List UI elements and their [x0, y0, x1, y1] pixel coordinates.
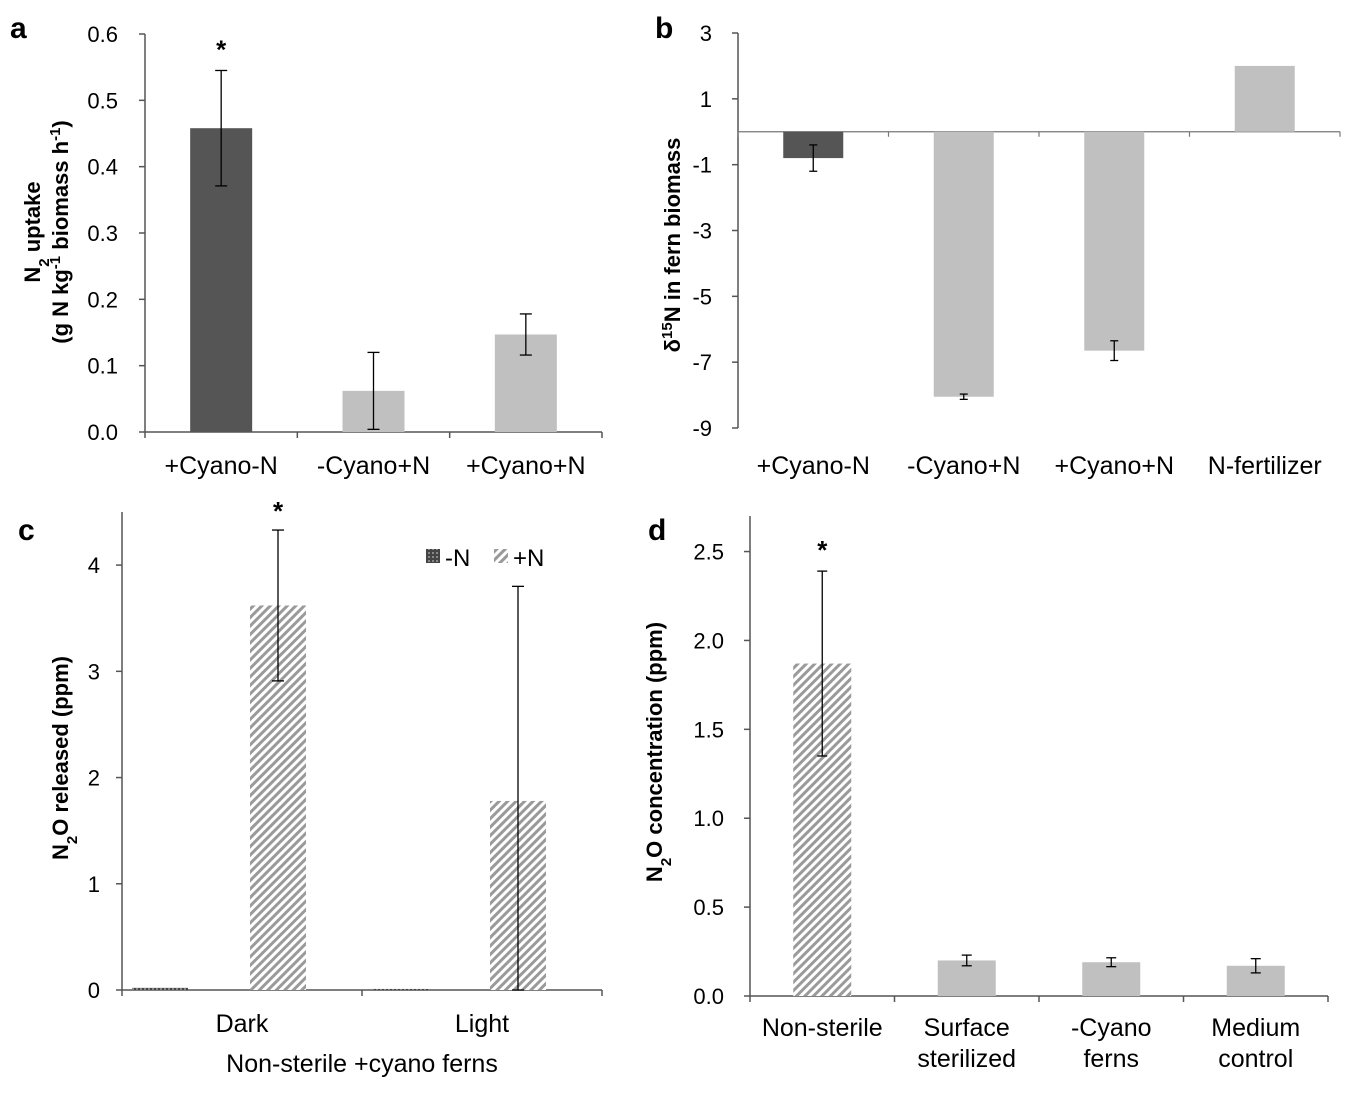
- d-y-tick-label: 1.5: [693, 717, 724, 742]
- a-y-tick-label: 0.1: [87, 354, 118, 379]
- b-category-label: N-fertilizer: [1208, 452, 1322, 480]
- a-category-label: -Cyano+N: [317, 452, 430, 480]
- panel-c-xlabel: Non-sterile +cyano ferns: [226, 1050, 498, 1078]
- panel-a-ylabel-line2: (g N kg-1 biomass h-1): [47, 120, 74, 344]
- panel-d-chart: N2O concentration (ppm) 0.0 0.5 1.0 1.5 2.0 2…: [642, 516, 1329, 1073]
- a-y-tick-label: 0.0: [87, 420, 118, 445]
- a-y-tick-label: 0.4: [87, 155, 118, 180]
- b-y-tick-label: -7: [692, 350, 712, 375]
- c-bar-minus-n: [372, 988, 428, 991]
- legend-label-minus-n: -N: [445, 545, 470, 572]
- legend-swatch-minus-n: [426, 549, 440, 563]
- panel-c-legend: -N +N: [426, 545, 544, 572]
- b-y-tick-label: -1: [692, 153, 712, 178]
- panel-c-ylabel: N2O released (ppm): [48, 656, 81, 860]
- panel-letter-d: d: [648, 514, 666, 547]
- d-bar: [1082, 962, 1141, 996]
- a-significance-star: *: [216, 34, 227, 64]
- c-category-label: Light: [455, 1010, 509, 1038]
- c-y-tick-label: 0: [88, 978, 100, 1003]
- a-category-label: +Cyano+N: [466, 452, 586, 480]
- a-y-tick-label: 0.6: [87, 22, 118, 47]
- d-category-label: -Cyano: [1071, 1014, 1152, 1042]
- c-y-tick-label: 1: [88, 872, 100, 897]
- b-y-tick-label: 3: [700, 21, 712, 46]
- b-bar: [933, 131, 994, 397]
- panel-letter-a: a: [10, 12, 27, 45]
- c-y-tick-label: 4: [88, 553, 100, 578]
- a-y-tick-label: 0.5: [87, 88, 118, 113]
- b-y-tick-label: -9: [692, 416, 712, 441]
- legend-swatch-plus-n: [494, 549, 508, 563]
- legend-label-plus-n: +N: [513, 545, 544, 572]
- c-y-tick-label: 3: [88, 659, 100, 684]
- b-bar: [1234, 65, 1295, 132]
- b-category-label: +Cyano-N: [757, 452, 870, 480]
- panel-b-ylabel: δ15N in fern biomass: [659, 138, 686, 353]
- d-y-tick-label: 0.0: [693, 984, 724, 1009]
- d-category-label: ferns: [1083, 1045, 1139, 1073]
- panel-d-ylabel: N2O concentration (ppm): [642, 622, 675, 882]
- d-category-label: control: [1218, 1045, 1293, 1073]
- c-bar-minus-n: [132, 987, 188, 990]
- a-y-tick-label: 0.2: [87, 287, 118, 312]
- c-y-tick-label: 2: [88, 766, 100, 791]
- b-y-tick-label: -5: [692, 284, 712, 309]
- d-y-tick-label: 2.0: [693, 628, 724, 653]
- b-category-label: -Cyano+N: [907, 452, 1020, 480]
- a-category-label: +Cyano-N: [165, 452, 278, 480]
- panel-b-chart: δ15N in fern biomass -9 -7 -5 -3 -1 1 3 +Cyano-…: [659, 21, 1341, 480]
- d-significance-star: *: [817, 535, 828, 565]
- panel-c-chart: N2O released (ppm) Non-sterile +cyano fe…: [48, 496, 603, 1078]
- d-y-tick-label: 0.5: [693, 895, 724, 920]
- panel-a-chart: N2 uptake (g N kg-1 biomass h-1) 0.00.10…: [20, 22, 603, 480]
- d-category-label: Surface: [924, 1014, 1010, 1042]
- panel-letter-b: b: [655, 12, 673, 45]
- b-category-label: +Cyano+N: [1054, 452, 1174, 480]
- c-category-label: Dark: [216, 1010, 269, 1038]
- d-category-label: Non-sterile: [762, 1014, 883, 1042]
- d-y-tick-label: 1.0: [693, 806, 724, 831]
- a-y-tick-label: 0.3: [87, 221, 118, 246]
- b-bar: [1084, 131, 1145, 351]
- d-category-label: sterilized: [917, 1045, 1016, 1073]
- d-y-tick-label: 2.5: [693, 540, 724, 565]
- d-category-label: Medium: [1211, 1014, 1300, 1042]
- b-y-tick-label: 1: [700, 87, 712, 112]
- b-y-tick-label: -3: [692, 219, 712, 244]
- panel-letter-c: c: [18, 514, 35, 547]
- c-significance-star: *: [273, 496, 284, 526]
